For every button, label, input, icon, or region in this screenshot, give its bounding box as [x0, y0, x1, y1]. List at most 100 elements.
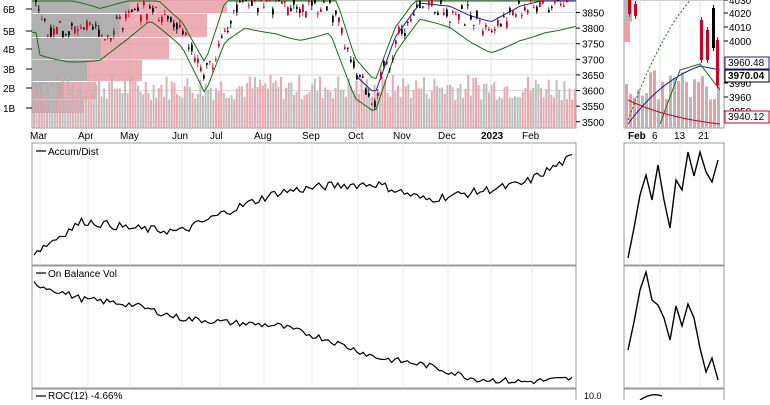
volume-bar	[150, 99, 152, 128]
volume-bar	[95, 84, 98, 128]
volume-bar	[241, 86, 243, 128]
candle-body	[383, 61, 385, 66]
candle-body	[374, 100, 376, 108]
volume-bar	[423, 76, 425, 128]
candle-body	[446, 9, 448, 17]
zoom-tick-label: 4020	[729, 9, 752, 20]
candle-body	[128, 11, 130, 13]
volume-bar	[246, 82, 249, 128]
volume-bar	[462, 97, 464, 128]
volume-bar	[308, 92, 311, 128]
candle-body	[86, 20, 88, 30]
candle-body	[323, 1, 325, 3]
volume-bar	[399, 96, 402, 128]
volume-bar	[319, 76, 321, 128]
zoom-value-boxes: 3960.48 3970.04 3940.12	[724, 56, 770, 124]
zoom-volume-bar	[669, 75, 672, 128]
volume-bar	[256, 87, 259, 128]
volume-bar	[482, 83, 485, 128]
candle-body	[566, 0, 568, 3]
volume-bar	[35, 96, 38, 128]
volume-bar	[506, 86, 509, 128]
candle-body	[419, 0, 421, 9]
candle-body	[314, 0, 316, 4]
zoom-tick-label: 3990	[729, 79, 752, 90]
accum-dist-zoom-line	[627, 149, 719, 259]
volume-bar	[209, 87, 212, 128]
candle-body	[74, 26, 76, 34]
candle-body	[293, 0, 295, 5]
volume-bar	[467, 75, 470, 128]
volume-bar	[111, 75, 113, 128]
volume-bar	[189, 87, 191, 128]
volume-bar	[404, 86, 407, 128]
volume-bar	[137, 85, 139, 128]
volume-bar	[59, 95, 61, 128]
volume-bar	[446, 85, 449, 128]
candle-body	[224, 30, 226, 32]
volume-bar	[443, 93, 446, 128]
candle-body	[470, 15, 472, 20]
candle-body	[119, 16, 121, 20]
candle-body	[158, 20, 160, 22]
volume-bar	[433, 78, 436, 128]
candle-body	[125, 13, 127, 19]
zoom-value-box	[724, 56, 770, 70]
candle-body	[41, 19, 43, 21]
candle-body	[548, 9, 550, 13]
candle-body	[134, 9, 136, 11]
candle-body	[191, 44, 193, 52]
candle-body	[59, 20, 61, 23]
candle-body	[290, 8, 292, 12]
volume-bar	[563, 81, 566, 128]
candle-body	[524, 7, 526, 11]
accum-dist-legend: Accum/Dist	[36, 147, 99, 158]
candle-body	[161, 16, 163, 23]
volume-bar	[527, 76, 529, 128]
candle-body	[221, 36, 223, 38]
volume-bar	[243, 96, 246, 128]
candle-body	[218, 43, 220, 46]
zoom-volume-bar	[713, 99, 716, 128]
candle-body	[521, 15, 523, 17]
volume-bar	[469, 95, 472, 128]
volume-bar	[378, 91, 381, 128]
volume-bar	[295, 91, 298, 128]
candle-body	[509, 7, 511, 12]
volume-bar	[488, 92, 490, 128]
volume-bar	[449, 84, 451, 128]
zoom-price-panel: 3950396039904000401040204030 3960.483970…	[623, 0, 770, 142]
candle-body	[464, 24, 466, 26]
candle-body	[209, 60, 211, 62]
time-axis-label: Jul	[210, 131, 223, 142]
candle-body	[185, 32, 187, 36]
volume-bar	[441, 87, 444, 128]
volume-bar	[212, 99, 215, 128]
candle-body	[116, 17, 118, 19]
candle-body	[338, 17, 340, 23]
candle-body	[377, 92, 379, 96]
candle-body	[104, 39, 106, 41]
candle-body	[305, 11, 307, 18]
candle-body	[170, 17, 172, 22]
candle-body	[308, 1, 310, 3]
candle-body	[233, 10, 235, 12]
volume-bar	[77, 88, 80, 128]
candle-body	[143, 2, 145, 6]
zoom-volume-bar	[629, 94, 632, 128]
candle-body	[458, 13, 460, 20]
candle-body	[206, 62, 208, 65]
volume-bar	[131, 75, 134, 128]
zoom-time-label: 13	[674, 131, 686, 142]
volume-bar	[337, 76, 340, 128]
candle-body	[428, 1, 430, 6]
candle-body	[533, 7, 535, 9]
candle-body	[461, 5, 463, 9]
zoom-value-label: 3960.48	[728, 58, 765, 69]
time-axis-label: May	[120, 131, 139, 142]
candle-body	[557, 0, 559, 1]
roc-legend: ROC(12) -4.66%	[36, 391, 123, 402]
volume-bar	[261, 85, 264, 128]
volume-bar	[157, 88, 160, 128]
candle-body	[278, 0, 280, 2]
